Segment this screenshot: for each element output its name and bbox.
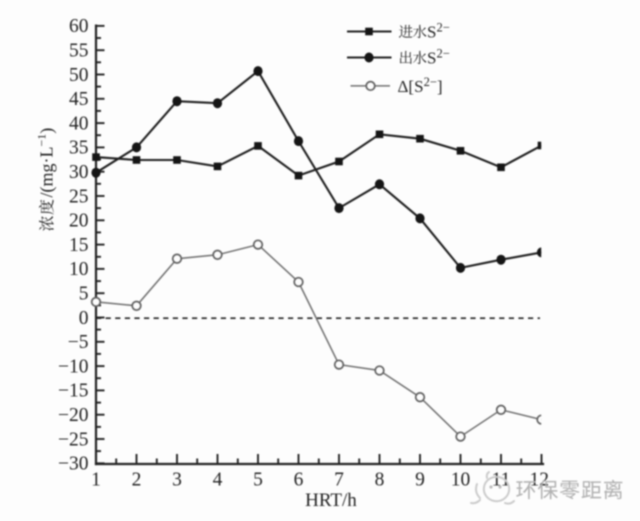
svg-text:10: 10 [69, 259, 89, 280]
svg-text:8: 8 [375, 470, 385, 491]
svg-text:−25: −25 [58, 429, 89, 450]
svg-text:3: 3 [172, 470, 182, 491]
svg-text:15: 15 [69, 235, 89, 256]
svg-text:35: 35 [69, 138, 89, 159]
svg-text:5: 5 [79, 284, 89, 305]
svg-text:5: 5 [253, 470, 263, 491]
svg-text:45: 45 [69, 89, 89, 110]
svg-text:0: 0 [79, 308, 89, 329]
svg-text:11: 11 [492, 470, 511, 491]
svg-text:−30: −30 [58, 454, 89, 475]
svg-text:10: 10 [451, 470, 471, 491]
svg-text:−15: −15 [58, 381, 89, 402]
svg-text:55: 55 [69, 41, 89, 62]
svg-text:60: 60 [69, 16, 89, 37]
svg-text:9: 9 [415, 470, 425, 491]
svg-text:6: 6 [294, 470, 304, 491]
svg-text:2: 2 [132, 470, 142, 491]
svg-text:25: 25 [69, 186, 89, 207]
svg-text:1: 1 [91, 470, 101, 491]
svg-text:7: 7 [334, 470, 344, 491]
svg-text:HRT/h: HRT/h [305, 490, 357, 511]
svg-text:20: 20 [69, 211, 89, 232]
svg-text:30: 30 [69, 162, 89, 183]
svg-text:4: 4 [213, 470, 223, 491]
svg-text:50: 50 [69, 65, 89, 86]
svg-text:−10: −10 [58, 356, 89, 377]
svg-text:−5: −5 [68, 332, 89, 353]
svg-text:40: 40 [69, 113, 89, 134]
svg-text:−20: −20 [58, 405, 89, 426]
svg-text:12: 12 [529, 470, 549, 491]
